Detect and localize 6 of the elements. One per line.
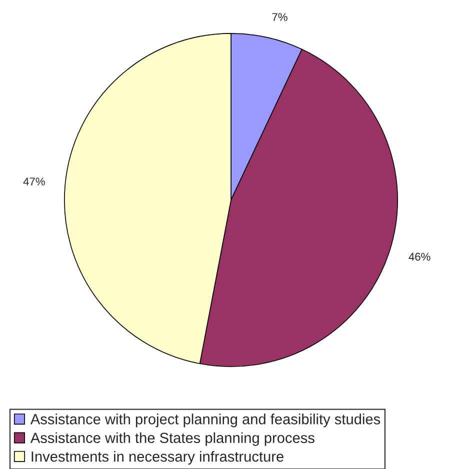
legend-label: Assistance with project planning and feasibility studies bbox=[30, 414, 380, 428]
data-label: 47% bbox=[23, 178, 45, 186]
legend-label: Investments in necessary infrastructure bbox=[32, 451, 284, 465]
data-label: 7% bbox=[272, 13, 288, 21]
legend-label: Assistance with the States planning process bbox=[30, 432, 314, 446]
data-label: 46% bbox=[408, 252, 430, 261]
